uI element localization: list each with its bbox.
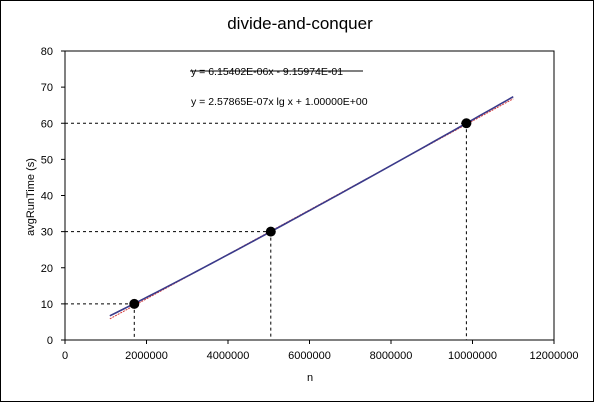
y-axis-ticks: 0 10 20 30 40 50 60 70 80 (41, 46, 65, 347)
y-tick-label: 0 (47, 335, 53, 347)
y-tick-label: 50 (41, 154, 53, 166)
y-tick-label: 30 (41, 227, 53, 239)
data-points (129, 118, 472, 309)
x-tick-label: 6000000 (288, 350, 331, 362)
fit-lines (109, 96, 514, 320)
data-point (129, 298, 140, 309)
equations: y = 6.15402E-06x - 9.15974E-01 y = 2.578… (190, 66, 368, 108)
x-tick-label: 4000000 (207, 350, 250, 362)
data-point (265, 226, 276, 237)
y-tick-label: 40 (41, 191, 53, 203)
x-tick-label: 10000000 (448, 350, 497, 362)
x-tick-label: 12000000 (530, 350, 579, 362)
equation-label-linear: y = 6.15402E-06x - 9.15974E-01 (191, 66, 343, 78)
y-tick-label: 70 (41, 82, 53, 94)
y-tick-label: 10 (41, 299, 53, 311)
equation-label-nlogn: y = 2.57865E-07x lg x + 1.00000E+00 (191, 96, 368, 108)
x-axis-ticks: 0 2000000 4000000 6000000 8000000 10000000 120… (62, 340, 579, 362)
y-tick-label: 60 (41, 118, 53, 130)
x-tick-label: 2000000 (125, 350, 168, 362)
x-axis-label: n (307, 372, 313, 384)
y-tick-label: 20 (41, 263, 53, 275)
x-tick-label: 0 (62, 350, 68, 362)
fit-line-nlogn (109, 96, 514, 317)
y-axis-label: avgRunTime (s) (25, 158, 37, 236)
data-point (461, 118, 472, 129)
plot-area (64, 50, 555, 341)
reference-lines (65, 122, 467, 340)
x-tick-label: 8000000 (370, 350, 413, 362)
y-tick-label: 80 (41, 46, 53, 58)
chart-title: divide-and-conquer (227, 14, 373, 33)
